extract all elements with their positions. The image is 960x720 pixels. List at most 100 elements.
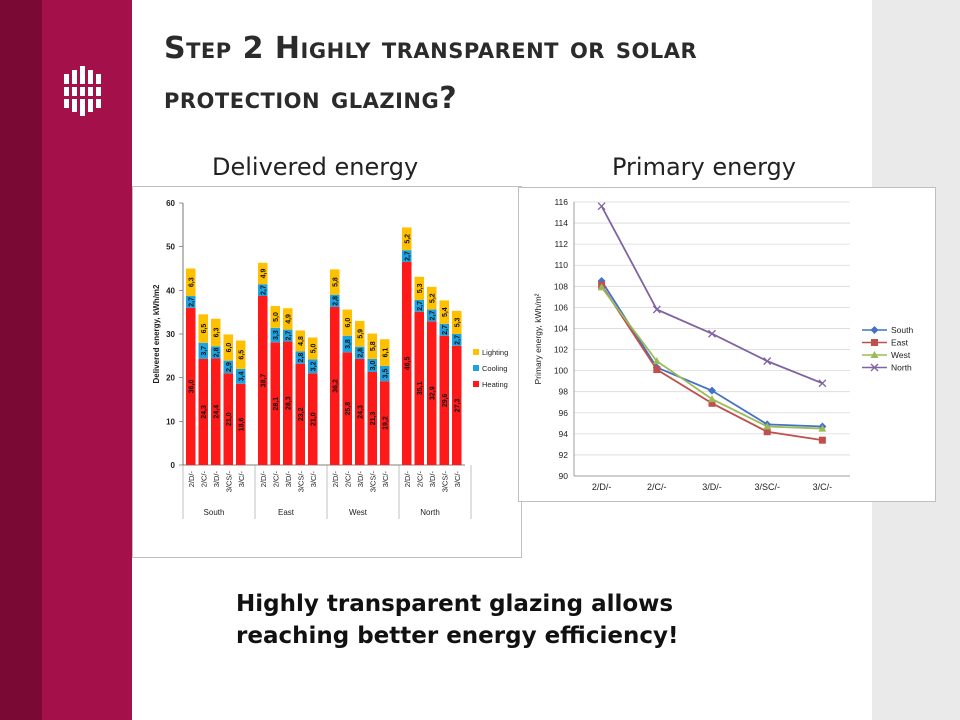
bar-data-label: 28,1 [273,397,280,411]
bar-segment-heating [295,363,305,465]
bar-data-label: 5,2 [430,293,437,303]
bar-data-label: 3,7 [201,346,208,356]
bar-category-label: 3/C/- [237,471,246,488]
bar-segment-lighting [236,340,246,369]
bar-segment-cooling [330,294,340,307]
line-point-west [652,357,661,365]
bar-legend-swatch [473,365,479,371]
bar-segment-cooling [186,296,196,308]
delivered-energy-heading: Delivered energy [212,153,419,181]
bar-data-label: 27,3 [455,398,462,412]
line-y-axis-title: Primary energy, kWh/m² [533,293,543,384]
bar-data-label: 3,4 [239,371,246,381]
line-series-north [600,205,823,385]
bar-segment-cooling [270,327,280,343]
logo-icon [64,66,104,116]
line-legend-marker [870,363,879,372]
bar-segment-heating [198,358,208,465]
bar-segment-heating [342,352,352,465]
bar-segment-lighting [308,337,318,360]
bar-data-label: 5,0 [273,312,280,322]
line-y-tick-label: 90 [559,471,569,481]
bar-data-label: 4,9 [261,269,268,279]
bar-segment-lighting [439,300,449,324]
bar-category-label: 3/CS/- [296,471,305,493]
bar-legend-label: Lighting [482,348,508,357]
bar-segment-cooling [211,346,221,359]
bar-y-tick-label: 50 [166,243,175,252]
line-y-tick-label: 116 [554,197,568,207]
bar-y-tick-label: 20 [166,374,175,383]
line-legend-label: North [891,363,912,373]
bar-data-label: 3,0 [370,360,377,370]
line-y-tick-label: 114 [554,218,568,228]
bar-segment-cooling [283,329,293,342]
brand-band-dark [0,0,42,720]
bar-category-label: 3/C/- [453,471,462,488]
conclusion-line-2: reaching better energy efficiency! [236,623,679,649]
bar-y-tick-label: 30 [166,330,175,339]
line-point-west [597,283,606,291]
bar-y-tick-label: 60 [166,199,175,208]
conclusion-line-1: Highly transparent glazing allows [236,591,674,617]
bar-data-label: 2,7 [442,325,449,335]
line-legend-label: East [891,338,909,348]
bar-data-label: 24,3 [358,405,365,419]
bar-data-label: 5,4 [442,307,449,317]
bar-data-label: 4,8 [298,336,305,346]
bar-data-label: 18,6 [239,417,246,431]
bar-category-label: 3/C/- [309,471,318,488]
bar-data-label: 25,8 [345,402,352,416]
bar-y-tick-label: 10 [166,417,175,426]
bar-data-label: 3,2 [311,361,318,371]
line-y-tick-label: 110 [554,260,568,270]
bar-data-label: 4,9 [286,314,293,324]
line-point-north [597,202,606,211]
bar-segment-cooling [258,284,268,297]
bar-segment-cooling [236,368,246,384]
bar-data-label: 2,8 [333,296,340,306]
bar-segment-heating [270,342,280,465]
bar-data-label: 38,7 [261,374,268,388]
primary-energy-chart: 90 92 94 96 98 100 102 104 106 108 110 112 114 116 2/D… [533,197,913,492]
bar-segment-lighting [295,330,305,352]
bar-segment-lighting [402,227,412,251]
primary-energy-heading: Primary energy [612,153,796,181]
bar-data-label: 3,3 [273,330,280,340]
line-y-tick-label: 104 [554,323,568,333]
bar-data-label: 6,0 [345,318,352,328]
bar-data-label: 2,7 [286,331,293,341]
bar-segment-cooling [414,299,424,312]
line-y-tick-label: 108 [554,281,568,291]
bar-segment-lighting [330,269,340,295]
line-point-east [763,428,771,436]
line-x-tick-label: 3/C/- [813,482,833,492]
bar-segment-heating [236,383,246,465]
line-series-east [600,284,823,442]
bar-data-label: 36,2 [333,379,340,393]
conclusion-text: Highly transparent glazing allows reachi… [236,588,796,652]
bar-segment-cooling [439,323,449,336]
bar-data-label: 46,5 [405,357,412,371]
line-x-tick-label: 3/D/- [702,482,722,492]
bar-segment-lighting [186,268,196,297]
bar-data-label: 24,4 [214,405,221,419]
bar-data-label: 5,2 [405,234,412,244]
bar-segment-cooling [198,342,208,359]
bar-segment-lighting [355,320,365,347]
bar-segment-heating [283,341,293,465]
line-point-north [818,379,827,388]
bar-data-label: 2,8 [214,347,221,357]
line-x-tick-label: 2/C/- [647,482,667,492]
bar-data-label: 2,7 [430,310,437,320]
bar-category-label: 3/D/- [428,471,437,488]
bar-data-label: 2,7 [189,297,196,307]
bar-data-label: 2,7 [405,251,412,261]
line-y-tick-label: 102 [554,345,568,355]
primary-energy-chart-box: 90 92 94 96 98 100 102 104 106 108 110 112 114 116 2/D… [518,187,936,502]
slide-title: Step 2 Highly transparent or solar prote… [164,31,698,116]
bar-segment-cooling [452,334,462,346]
bar-legend-swatch [473,381,479,387]
bar-data-label: 2,8 [358,348,365,358]
bar-segment-heating [414,311,424,465]
